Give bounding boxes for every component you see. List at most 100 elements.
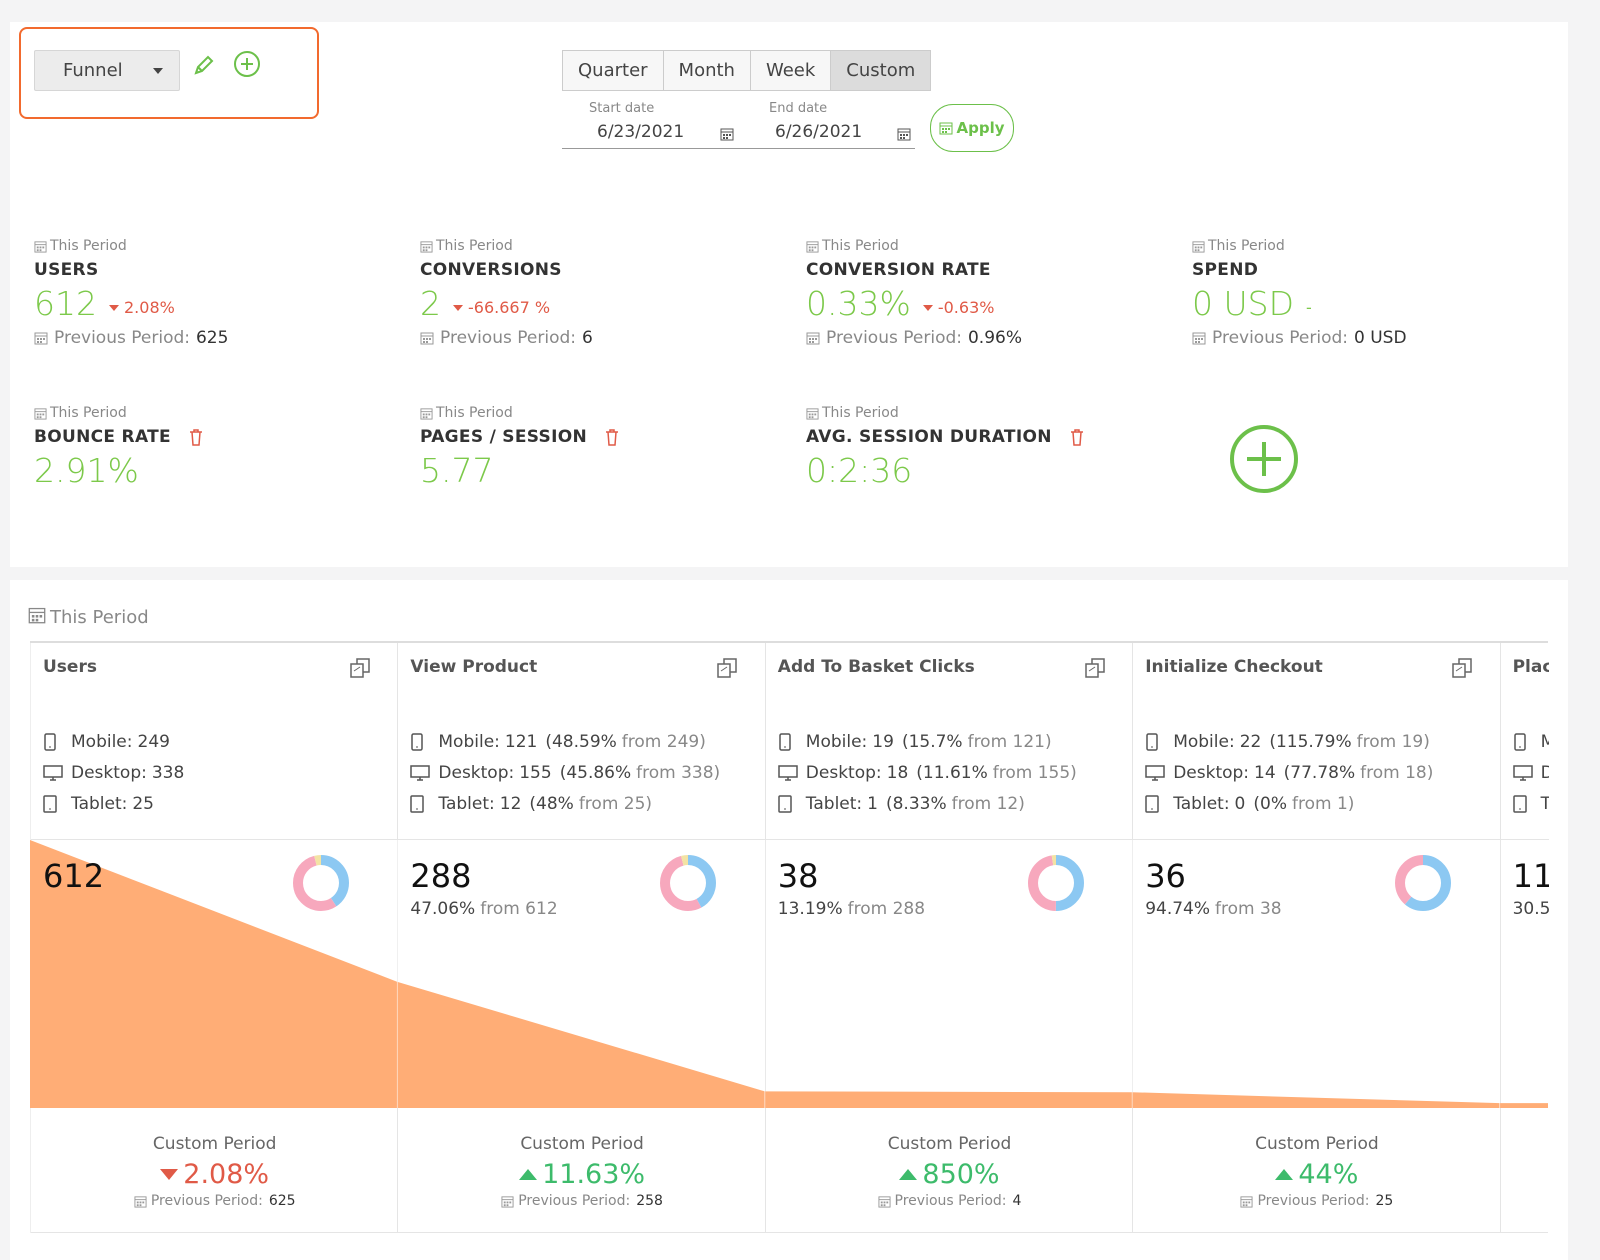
cal-icon-part bbox=[36, 246, 39, 248]
footer-previous-label: Previous Period: bbox=[894, 1193, 1007, 1209]
view-dropdown[interactable]: Funnel bbox=[34, 50, 180, 91]
cal-icon[interactable] bbox=[720, 127, 734, 141]
device-label: Tablet: bbox=[1173, 794, 1230, 814]
kpi-change: -0.63% bbox=[922, 298, 994, 317]
device-label: Desktop: bbox=[71, 763, 147, 783]
add-icon[interactable] bbox=[233, 50, 261, 78]
footer-previous: Previous Period: 625 bbox=[31, 1193, 398, 1209]
cal-icon[interactable] bbox=[897, 127, 911, 141]
add-kpi-button[interactable] bbox=[1229, 424, 1299, 494]
step-rate: 30.5 bbox=[1512, 899, 1549, 919]
footer-previous: Previous Period: 258 bbox=[398, 1193, 765, 1209]
step-divider bbox=[765, 839, 1134, 840]
copy-icon[interactable] bbox=[349, 657, 371, 679]
cal-icon-part bbox=[945, 131, 948, 133]
cal-icon-part bbox=[501, 1195, 514, 1208]
cal-icon-part bbox=[39, 415, 42, 418]
kpi-previous-value: 0.96% bbox=[967, 328, 1022, 348]
kpi-title-text: CONVERSION RATE bbox=[806, 260, 991, 280]
step-rate-row: 47.06% from 612 bbox=[410, 899, 557, 919]
start-date[interactable]: 6/23/2021 bbox=[597, 122, 685, 142]
cal-icon-part bbox=[808, 246, 811, 248]
cal-icon-part bbox=[723, 134, 725, 136]
cal-icon-part bbox=[906, 134, 908, 136]
step-divider bbox=[1500, 839, 1549, 840]
period-tab[interactable]: Week bbox=[749, 51, 831, 90]
cal-icon-part bbox=[726, 137, 728, 139]
cal-icon-part bbox=[506, 1201, 509, 1203]
kpi-change-text: -66.667 % bbox=[468, 298, 551, 317]
cal-icon-part bbox=[1194, 248, 1197, 251]
kpi-title: CONVERSIONS bbox=[420, 260, 562, 280]
apply-button[interactable]: Apply bbox=[930, 104, 1014, 152]
trash-icon-part bbox=[189, 429, 202, 446]
mobile-icon bbox=[779, 733, 791, 751]
trash-icon[interactable] bbox=[1070, 428, 1084, 446]
cal-icon-part bbox=[42, 246, 45, 248]
copy-icon[interactable] bbox=[716, 657, 738, 679]
cal-icon-part bbox=[811, 248, 814, 251]
end-date[interactable]: 6/26/2021 bbox=[775, 122, 863, 142]
device-from: from 155) bbox=[992, 763, 1077, 783]
device-label: Desktop: bbox=[438, 763, 515, 783]
cal-icon-part bbox=[31, 615, 35, 618]
cal-icon-part bbox=[1243, 1203, 1246, 1206]
footer-label: Custom Period bbox=[887, 1134, 1012, 1154]
step-value: 36 bbox=[1145, 857, 1186, 895]
copy-icon[interactable] bbox=[1451, 657, 1473, 679]
cal-icon-part bbox=[809, 341, 811, 343]
desktop-icon-part bbox=[1512, 765, 1533, 778]
funnel-area bbox=[30, 840, 1548, 1108]
period-tab[interactable]: Quarter bbox=[563, 51, 663, 90]
cal-icon-part bbox=[812, 341, 814, 343]
device-donut bbox=[660, 855, 717, 911]
cal-icon-part bbox=[811, 415, 814, 418]
cal-icon-part bbox=[877, 1195, 891, 1208]
kpi-period: This Period bbox=[1192, 238, 1285, 254]
trash-icon[interactable] bbox=[605, 428, 619, 446]
kpi: This Period USERS 612 2.08% Previous Period:… bbox=[34, 238, 404, 358]
step-from: from 612 bbox=[480, 899, 558, 919]
period-tab[interactable]: Custom bbox=[830, 51, 931, 90]
mobile-icon bbox=[411, 733, 424, 751]
device-rate: (0% bbox=[1253, 794, 1287, 814]
device-rate: (48.59% bbox=[545, 732, 617, 752]
cal-icon bbox=[34, 407, 47, 420]
cal-icon-part bbox=[36, 415, 39, 418]
step-value: 612 bbox=[43, 857, 105, 895]
period-tab[interactable]: Month bbox=[662, 51, 750, 90]
cal-icon-part bbox=[814, 413, 817, 415]
add-icon-circle bbox=[234, 51, 260, 77]
cal-icon-part bbox=[942, 128, 945, 130]
desktop-icon-part bbox=[50, 777, 56, 781]
step-rate: 94.74% bbox=[1145, 899, 1211, 919]
tablet-icon-part bbox=[1145, 795, 1159, 813]
kpi: This Period CONVERSION RATE 0.33% -0.63% Pre… bbox=[806, 238, 1176, 358]
device-rate: (115.79% bbox=[1269, 732, 1352, 752]
footer-change: 2.08% bbox=[31, 1159, 398, 1190]
footer-previous: Previous Period: 25 bbox=[1133, 1193, 1500, 1209]
trash-icon[interactable] bbox=[189, 428, 203, 446]
footer-previous-label: Previous Period: bbox=[150, 1193, 263, 1209]
kpi-previous: Previous Period: 625 bbox=[34, 328, 228, 348]
device-value: 338 bbox=[151, 763, 185, 783]
cal-icon-part bbox=[1248, 1201, 1251, 1203]
kpi-period: This Period bbox=[34, 405, 127, 421]
copy-icon[interactable] bbox=[1084, 657, 1106, 679]
kpi-previous-label: Previous Period: bbox=[54, 328, 190, 348]
mobile-icon bbox=[1513, 733, 1526, 751]
kpi-value-row: 0:2:36 bbox=[806, 451, 924, 490]
cal-icon-part bbox=[726, 134, 728, 136]
footer-previous-value: 258 bbox=[636, 1193, 663, 1209]
step-rate-row: 13.19% from 288 bbox=[778, 899, 925, 919]
kpi-period: This Period bbox=[420, 405, 513, 421]
device-value: 19 bbox=[872, 732, 894, 752]
edit-icon[interactable] bbox=[192, 53, 216, 77]
cal-icon-part bbox=[808, 415, 811, 418]
kpi: This Period SPEND 0 USD - Previous Period: 0 … bbox=[1192, 238, 1562, 358]
cal-icon bbox=[34, 240, 47, 253]
kpi-period-label: This Period bbox=[50, 405, 127, 421]
cal-icon-part bbox=[880, 1203, 883, 1206]
footer-previous-label: Previous Period: bbox=[518, 1193, 631, 1209]
device-rate: (77.78% bbox=[1283, 763, 1356, 783]
